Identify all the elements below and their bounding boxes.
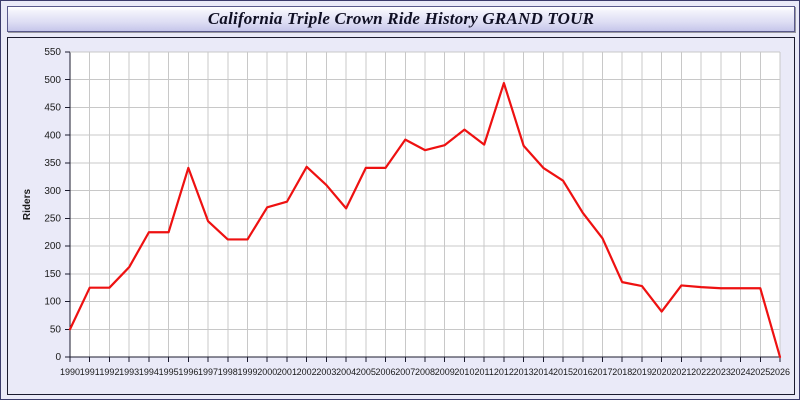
y-tick-label: 500	[44, 75, 61, 86]
x-tick-label: 1993	[119, 367, 139, 377]
x-tick-label: 2013	[514, 367, 534, 377]
plot-area: 0 50 100 150 200 250 300 350 400 450 500 550 1990 19…	[8, 38, 796, 396]
x-tick-label: 1991	[80, 367, 100, 377]
data-series	[68, 81, 782, 359]
x-tick-label: 2020	[652, 367, 672, 377]
x-tick-label: 2007	[395, 367, 415, 377]
x-tick-label: 2016	[573, 367, 593, 377]
x-tick-label: 2017	[592, 367, 612, 377]
y-tick-label: 100	[44, 297, 61, 308]
x-tick-label: 1994	[139, 367, 159, 377]
x-tick-label: 2015	[553, 367, 573, 377]
y-tick-label: 400	[44, 130, 61, 141]
axis-lines	[69, 51, 781, 358]
x-tick-label: 2026	[770, 367, 790, 377]
y-tick-label: 300	[44, 186, 61, 197]
x-tick-label: 2002	[297, 367, 317, 377]
x-tick-label: 2014	[533, 367, 553, 377]
x-tick-label: 2003	[316, 367, 336, 377]
x-tick-label: 2000	[257, 367, 277, 377]
y-tick-label: 250	[44, 214, 61, 225]
page-title: California Triple Crown Ride History GRA…	[207, 9, 595, 28]
x-tick-label: 1995	[159, 367, 179, 377]
x-tick-label: 2010	[454, 367, 474, 377]
x-tick-label: 2023	[711, 367, 731, 377]
x-tick-label: 2021	[671, 367, 691, 377]
x-tick-label: 1997	[198, 367, 218, 377]
y-tick-label: 200	[44, 241, 61, 252]
y-axis-ticks: 0 50 100 150 200 250 300 350 400 450 500 550	[44, 47, 70, 363]
x-tick-label: 2001	[277, 367, 297, 377]
x-tick-label: 1992	[99, 367, 119, 377]
x-tick-label: 2025	[750, 367, 770, 377]
x-tick-label: 1998	[218, 367, 238, 377]
x-tick-label: 2004	[336, 367, 356, 377]
series-line-grand-tour	[68, 81, 782, 359]
y-tick-label: 550	[44, 47, 61, 58]
x-tick-label: 1996	[178, 367, 198, 377]
x-tick-label: 1990	[60, 367, 80, 377]
y-tick-label: 0	[55, 352, 61, 363]
y-axis-title: Riders	[22, 189, 33, 221]
x-tick-label: 2008	[415, 367, 435, 377]
x-axis-ticks: 1990 1991 1992 1993 1994 1995 1996 1997 1998 1999…	[60, 357, 790, 377]
x-tick-label: 2018	[612, 367, 632, 377]
y-tick-label: 150	[44, 269, 61, 280]
y-tick-label: 50	[50, 324, 62, 335]
x-tick-label: 2024	[731, 367, 751, 377]
x-tick-label: 2009	[435, 367, 455, 377]
x-tick-label: 2005	[356, 367, 376, 377]
x-tick-label: 2012	[494, 367, 514, 377]
x-tick-label: 2006	[376, 367, 396, 377]
window-title-bar: California Triple Crown Ride History GRA…	[7, 6, 795, 32]
x-tick-label: 2011	[474, 367, 493, 377]
y-tick-label: 450	[44, 103, 61, 114]
y-tick-label: 350	[44, 158, 61, 169]
chart-frame: 0 50 100 150 200 250 300 350 400 450 500 550 1990 19…	[7, 37, 795, 395]
x-tick-label: 1999	[237, 367, 257, 377]
x-tick-label: 2022	[691, 367, 711, 377]
x-tick-label: 2019	[632, 367, 652, 377]
